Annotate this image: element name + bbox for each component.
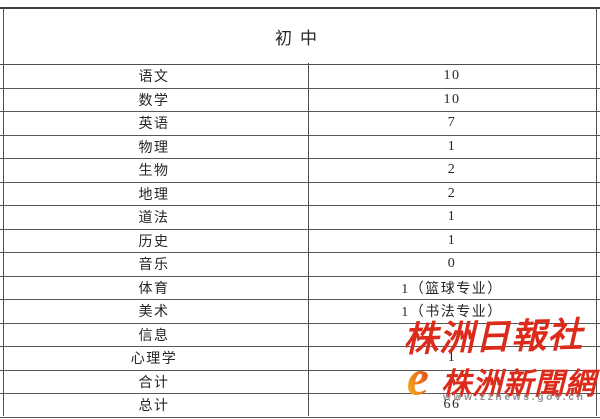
subject-cell: 历史 [138, 234, 170, 250]
zznews-logo-icon: e [407, 355, 429, 401]
value-cell: 1（篮球专业） [401, 281, 503, 297]
table-row: 总计 66 [0, 394, 600, 418]
value-cell: 1 [447, 232, 457, 248]
svg-text:e: e [407, 355, 429, 401]
subject-cell: 总计 [138, 399, 170, 415]
table-header-cell: 初中 [0, 9, 600, 65]
table-row: 音乐 0 [0, 253, 600, 277]
table-body: 语文 10 数学 10 英语 7 物理 1 生物 2 地理 2 道法 1 历史 1 音乐 0 体育 1（篮球专业） 美术… [0, 65, 600, 418]
value-cell: 66 [443, 397, 461, 413]
table-row: 语文 10 [0, 65, 600, 89]
subject-cell: 心理学 [130, 352, 178, 368]
table-row: 地理 2 [0, 183, 600, 207]
value-cell: 0 [447, 256, 457, 272]
table-row: 英语 7 [0, 112, 600, 136]
subject-cell: 数学 [138, 93, 170, 109]
subject-cell: 英语 [138, 117, 170, 133]
schedule-table: 初中 语文 10 数学 10 英语 7 物理 1 生物 2 地理 2 道法 1 历史 1 音乐 0 体育 1（篮球专业… [0, 7, 600, 418]
subject-cell: 合计 [138, 375, 170, 391]
subject-cell: 音乐 [138, 258, 170, 274]
table-row: 美术 1（书法专业） [0, 300, 600, 324]
value-cell: 10 [443, 68, 461, 84]
table-row: 数学 10 [0, 89, 600, 113]
subject-cell: 生物 [138, 164, 170, 180]
subject-cell: 语文 [138, 70, 170, 86]
table-row: 生物 2 [0, 159, 600, 183]
subject-cell: 地理 [138, 187, 170, 203]
subject-cell: 体育 [138, 281, 170, 297]
value-cell: 1 [447, 209, 457, 225]
table-border-right [596, 7, 597, 416]
table-border-left [3, 7, 4, 416]
table-row: 道法 1 [0, 206, 600, 230]
table-row: 信息 [0, 324, 600, 348]
table-column-divider [308, 63, 309, 416]
table-row: 合计 [0, 371, 600, 395]
subject-cell: 信息 [138, 328, 170, 344]
value-cell: 2 [447, 162, 457, 178]
value-cell: 1 [447, 350, 457, 366]
value-cell: 10 [443, 91, 461, 107]
subject-cell: 美术 [138, 305, 170, 321]
table-row: 体育 1（篮球专业） [0, 277, 600, 301]
value-cell [308, 324, 596, 347]
value-cell [308, 371, 596, 394]
subject-cell: 道法 [138, 211, 170, 227]
value-cell: 2 [447, 185, 457, 201]
table-title: 初中 [275, 29, 325, 48]
value-cell: 7 [447, 115, 457, 131]
value-cell: 1（书法专业） [401, 305, 503, 321]
table-row: 历史 1 [0, 230, 600, 254]
subject-cell: 物理 [138, 140, 170, 156]
table-row: 心理学 1 [0, 347, 600, 371]
value-cell: 1 [447, 138, 457, 154]
table-row: 物理 1 [0, 136, 600, 160]
